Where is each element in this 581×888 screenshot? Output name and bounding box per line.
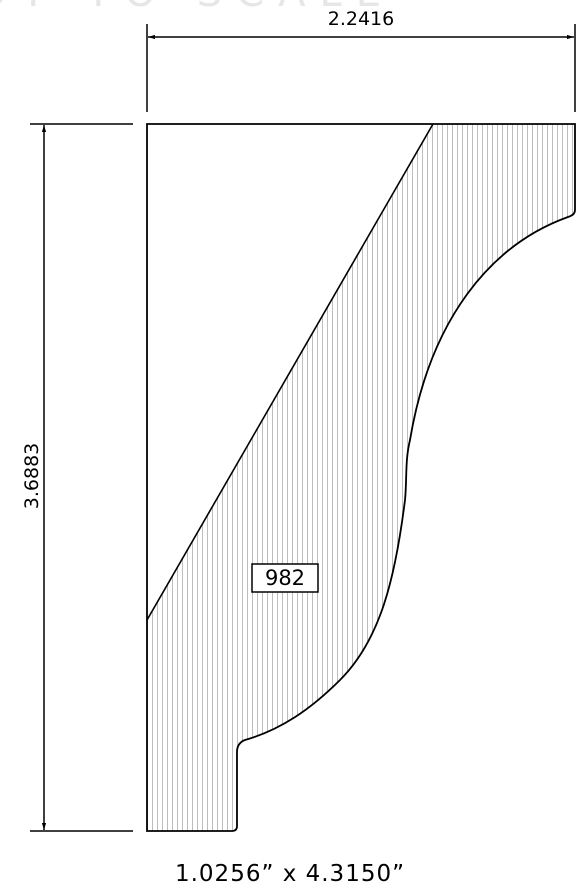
watermark: NOT TO SCALE (0, 0, 395, 16)
part-number: 982 (265, 566, 305, 590)
size-label: 1.0256” x 4.3150” (175, 861, 405, 887)
width-label: 2.2416 (328, 8, 394, 30)
height-label: 3.6883 (21, 443, 43, 509)
profile-outline (146, 123, 576, 832)
section-line (146, 123, 434, 621)
part-number-box (251, 563, 319, 593)
hatch (147, 124, 575, 831)
